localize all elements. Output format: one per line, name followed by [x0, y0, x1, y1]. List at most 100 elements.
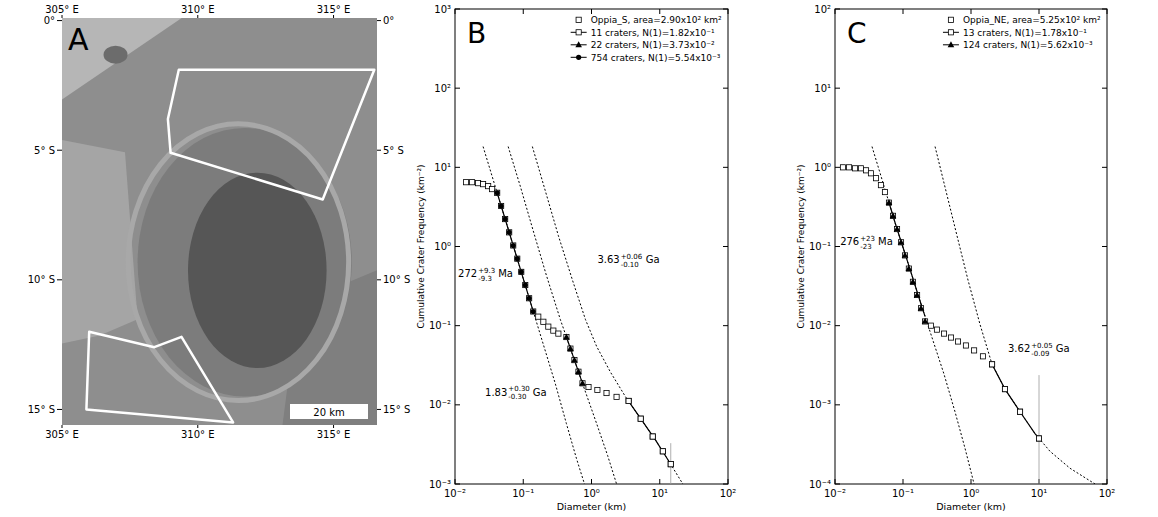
- tick: [1102, 404, 1107, 405]
- data-point: [910, 279, 915, 284]
- map-image: [62, 18, 377, 425]
- tick: [723, 246, 728, 247]
- data-point: [503, 216, 508, 221]
- legend-label: 22 craters, N(1)=3.73x10⁻²: [591, 40, 715, 50]
- tick: [1107, 479, 1108, 484]
- tick: [57, 409, 62, 410]
- fit-point: [519, 269, 524, 274]
- tick: [57, 150, 62, 151]
- data-point: [614, 394, 619, 399]
- tick: [835, 88, 840, 89]
- data-point: [941, 331, 946, 336]
- tick: [835, 9, 840, 10]
- fit-point: [571, 357, 578, 363]
- small-crater: [104, 46, 128, 64]
- tick-label: 10¹: [1031, 488, 1048, 499]
- fit-point: [626, 398, 631, 403]
- age-unit: Ga: [1056, 343, 1070, 354]
- tick-label: 0°: [383, 15, 394, 26]
- fit-point: [638, 416, 643, 421]
- tick: [377, 409, 381, 410]
- legend-marker: [576, 55, 581, 60]
- tick: [62, 425, 63, 428]
- data-point: [572, 358, 577, 363]
- tick: [835, 325, 840, 326]
- tick: [1102, 88, 1107, 89]
- fit-point: [906, 265, 913, 271]
- data-point: [564, 334, 569, 339]
- data-point: [858, 166, 863, 171]
- age-error: -0.30: [508, 393, 526, 401]
- data-point: [515, 256, 520, 261]
- isochron: [935, 147, 1095, 484]
- data-point: [989, 362, 994, 367]
- tick: [835, 9, 836, 14]
- tick: [377, 150, 381, 151]
- fit-point: [650, 434, 655, 439]
- tick: [523, 9, 524, 14]
- tick: [455, 88, 460, 89]
- data-point: [499, 203, 504, 208]
- tick: [659, 479, 660, 484]
- axis-title: Diameter (km): [557, 501, 627, 512]
- fit-segment: [627, 398, 671, 464]
- fit-point: [914, 291, 921, 297]
- fit-point: [523, 282, 528, 287]
- data-point: [463, 180, 468, 185]
- axis-title: Cumulative Crater Frequency (km⁻²): [416, 164, 426, 328]
- tick: [1102, 325, 1107, 326]
- tick: [197, 425, 198, 428]
- data-point: [556, 331, 561, 336]
- legend-label: 11 craters, N(1)=1.82x10⁻¹: [591, 28, 715, 38]
- tick-label: 10⁰: [583, 488, 600, 499]
- tick-label: 15° S: [383, 404, 410, 415]
- data-point: [469, 180, 474, 185]
- axis-title: Diameter (km): [936, 501, 1006, 512]
- data-point: [519, 269, 524, 274]
- tick-label: 0°: [44, 15, 55, 26]
- tick: [455, 484, 460, 485]
- tick: [377, 20, 381, 21]
- tick: [1102, 9, 1107, 10]
- tick-label: 5° S: [34, 145, 55, 156]
- fit-point: [1036, 436, 1041, 441]
- tick-label: 10⁻²: [444, 488, 466, 499]
- fit-point: [660, 449, 665, 454]
- tick-label: 10° S: [28, 274, 55, 285]
- fit-segment: [889, 202, 925, 316]
- tick: [523, 479, 524, 484]
- tick: [591, 9, 592, 14]
- fit-segment: [497, 193, 533, 311]
- data-point: [490, 187, 495, 192]
- fit-point: [495, 190, 500, 195]
- data-point: [840, 165, 845, 170]
- isochron: [532, 147, 682, 484]
- tick-label: 10¹: [814, 83, 831, 94]
- fit-point: [563, 333, 570, 339]
- panel-letter: C: [847, 17, 867, 50]
- fit-point: [922, 318, 929, 324]
- data-point: [580, 381, 585, 386]
- data-point: [890, 213, 895, 218]
- data-point: [576, 369, 581, 374]
- plot-marks: [463, 147, 682, 484]
- age-error: +0.05: [1031, 342, 1052, 350]
- data-point: [668, 462, 673, 467]
- age-error: -23: [860, 243, 871, 251]
- tick: [333, 425, 334, 428]
- tick-label: 10³: [434, 4, 451, 15]
- tick: [903, 479, 904, 484]
- data-point: [495, 190, 500, 195]
- data-point: [934, 327, 939, 332]
- fit-point: [898, 239, 905, 245]
- data-point: [531, 309, 536, 314]
- data-point: [980, 354, 985, 359]
- fit-point: [575, 368, 582, 374]
- fit-point: [531, 309, 536, 314]
- tick: [723, 404, 728, 405]
- plot-frame: [835, 9, 1107, 484]
- tick-label: 315° E: [317, 4, 351, 15]
- legend: Oppia_S, area=2.90x10² km²11 craters, N(…: [571, 15, 722, 63]
- legend-label: Oppia_NE, area=5.25x10² km²: [963, 15, 1101, 25]
- fit-point: [886, 199, 893, 205]
